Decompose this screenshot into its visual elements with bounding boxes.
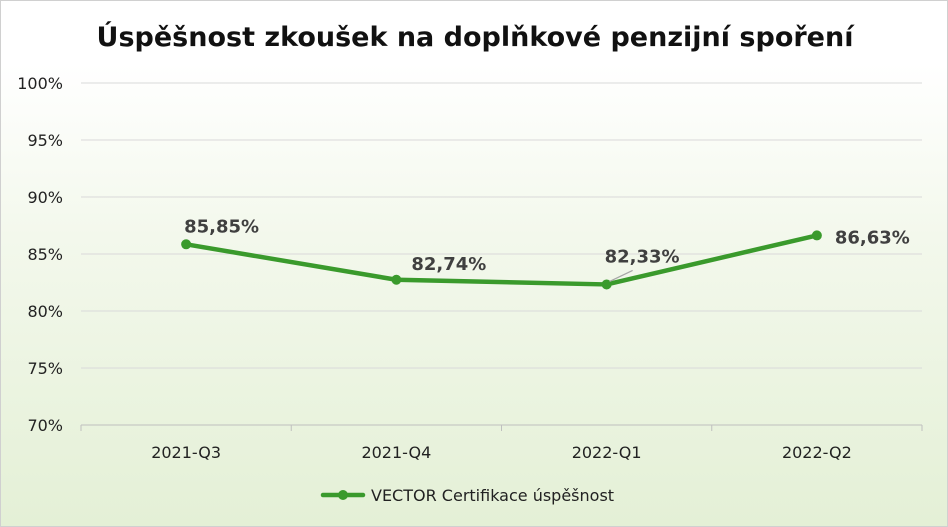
chart-title: Úspěšnost zkoušek na doplňkové penzijní … <box>97 21 856 53</box>
data-label: 82,74% <box>411 254 486 275</box>
data-point <box>391 274 402 285</box>
data-point <box>811 230 822 241</box>
x-tick-label: 2021-Q4 <box>361 443 431 462</box>
data-label: 85,85% <box>184 216 259 237</box>
y-tick-label: 75% <box>27 359 63 378</box>
x-axis: 2021-Q3 2021-Q4 2022-Q1 2022-Q2 <box>80 425 923 462</box>
y-tick-label: 85% <box>27 245 63 264</box>
legend: VECTOR Certifikace úspěšnost <box>320 486 614 505</box>
series-line <box>183 233 820 287</box>
y-tick-label: 100% <box>17 74 63 93</box>
gridlines <box>81 82 922 426</box>
series-group: 85,85% 82,74% 82,33% 86,63% <box>181 216 910 290</box>
legend-label: VECTOR Certifikace úspěšnost <box>371 486 614 505</box>
legend-marker <box>338 490 348 500</box>
y-tick-label: 70% <box>27 416 63 435</box>
x-tick-label: 2021-Q3 <box>151 443 221 462</box>
data-label: 86,63% <box>835 227 910 248</box>
y-tick-label: 95% <box>27 131 63 150</box>
x-tick-label: 2022-Q1 <box>572 443 642 462</box>
data-point <box>181 239 192 250</box>
y-tick-label: 80% <box>27 302 63 321</box>
x-tick-label: 2022-Q2 <box>782 443 852 462</box>
data-label-leader <box>609 269 633 282</box>
y-tick-label: 90% <box>27 188 63 207</box>
data-label: 82,33% <box>605 246 680 267</box>
data-point <box>601 279 612 290</box>
y-axis-ticks: 70% 75% 80% 85% 90% 95% 100% <box>17 74 63 435</box>
